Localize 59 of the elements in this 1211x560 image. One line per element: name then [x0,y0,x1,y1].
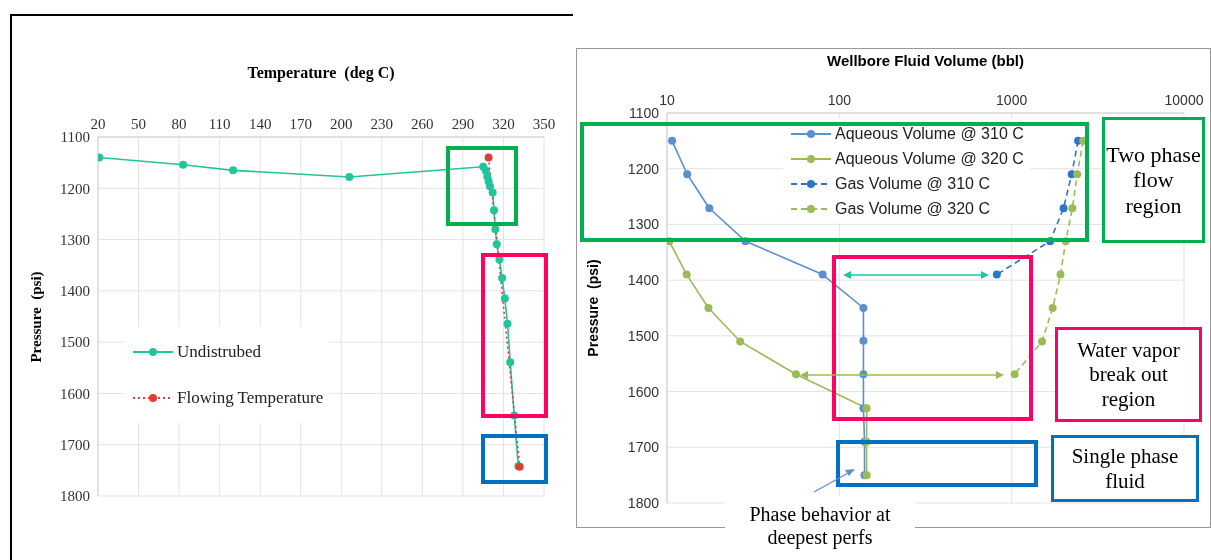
x-tick-label: 230 [370,116,394,132]
y-tick-label: 1700 [60,437,90,454]
point [491,225,500,234]
y-tick-label: 1100 [60,129,90,146]
legend-label: Undistrubed [177,342,262,362]
point [498,274,507,283]
x-tick-label: 110 [208,116,231,132]
point [489,206,498,215]
legend-label: Aqueous Volume @ 320 C [835,149,1024,168]
y-tick-label: 1400 [60,283,90,300]
annotation: Water vapor break out region [1076,338,1181,411]
y-tick-label: 1600 [627,383,660,400]
point [492,240,501,249]
x-axis-title: Temperature (deg C) [246,64,396,82]
x-tick-label: 10 [659,92,675,108]
x-tick-label: 170 [289,116,312,132]
point [229,166,238,175]
y-axis-title: Pressure (psi) [28,269,45,365]
x-tick-label: 260 [411,116,434,132]
x-tick-label: 290 [451,116,475,132]
point [503,319,512,328]
x-tick-label: 80 [171,116,187,132]
y-tick-label: 1100 [628,104,660,121]
x-tick-label: 100 [827,92,852,108]
y-tick-label: 1600 [60,385,90,402]
y-tick-label: 1800 [60,488,90,505]
x-tick-label: 200 [330,116,353,132]
y-tick-label: 1400 [627,272,660,289]
y-tick-label: 1300 [627,216,660,233]
point [500,294,509,303]
x-tick-label: 50 [131,116,147,132]
legend-label: Aqueous Volume @ 310 C [835,124,1024,143]
annotation: Two phase flow region [1105,142,1202,218]
point [485,182,494,191]
point [488,188,497,197]
x-tick-label: 20 [90,116,106,132]
y-tick-label: 1800 [627,494,660,511]
legend-label: Flowing Temperature [177,388,324,408]
y-axis-title: Pressure (psi) [585,258,602,359]
x-tick-label: 350 [532,116,556,132]
x-tick-label: 10000 [1164,92,1204,108]
point [345,173,354,181]
y-tick-label: 1500 [627,327,660,344]
legend-label: Gas Volume @ 320 C [835,199,990,218]
x-tick-label: 140 [248,116,272,132]
annotation: Single phase fluid [1070,444,1180,493]
x-axis-title: Wellbore Fluid Volume (bbl) [826,52,1025,69]
y-tick-label: 1200 [60,180,90,197]
y-tick-label: 1200 [627,160,660,177]
y-tick-label: 1500 [60,334,90,351]
point [484,153,493,162]
legend-label: Gas Volume @ 310 C [835,174,990,193]
point [179,160,188,169]
annotation: Phase behavior at deepest perfs [748,503,892,549]
point [506,358,515,367]
y-tick-label: 1300 [60,231,90,248]
y-tick-label: 1700 [627,439,660,456]
x-tick-label: 320 [492,116,515,132]
x-tick-label: 1000 [996,92,1028,108]
